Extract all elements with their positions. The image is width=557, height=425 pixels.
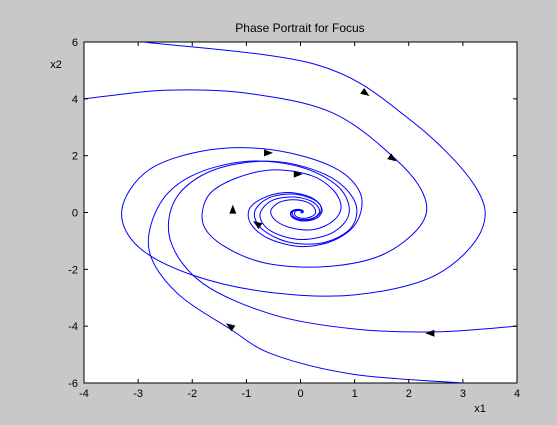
y-tick-label: 6 bbox=[72, 37, 78, 49]
trajectory-line-4 bbox=[167, 160, 517, 333]
y-tick-label: 4 bbox=[72, 94, 78, 106]
direction-arrow-3 bbox=[264, 149, 274, 157]
trajectory-line-1 bbox=[121, 42, 486, 297]
series-group bbox=[84, 42, 517, 383]
x-axis-label: x1 bbox=[474, 403, 486, 415]
direction-arrow-2 bbox=[387, 153, 397, 162]
trajectory-line-2 bbox=[84, 89, 428, 268]
x-tick-label: 4 bbox=[514, 388, 520, 400]
trajectory-line-3 bbox=[147, 160, 463, 383]
direction-arrow-8 bbox=[425, 329, 435, 337]
x-tick-label: 0 bbox=[297, 388, 303, 400]
x-tick-label: -1 bbox=[241, 388, 251, 400]
direction-arrow-5 bbox=[229, 204, 237, 214]
x-tick-label: -4 bbox=[79, 388, 89, 400]
y-tick-label: -2 bbox=[68, 264, 78, 276]
y-tick-label: -6 bbox=[68, 378, 78, 390]
x-tick-label: -3 bbox=[133, 388, 143, 400]
direction-arrow-7 bbox=[226, 323, 236, 332]
x-axis-ticks: -4 -3 -2 -1 0 1 2 3 4 bbox=[79, 42, 520, 400]
direction-arrow-4 bbox=[293, 170, 303, 178]
direction-arrow-1 bbox=[360, 87, 370, 97]
y-tick-label: 0 bbox=[72, 208, 78, 220]
y-axis-label: x2 bbox=[50, 59, 62, 71]
chart-title: Phase Portrait for Focus bbox=[235, 21, 364, 35]
y-axis-ticks: -6 -4 -2 0 2 4 6 bbox=[68, 37, 517, 390]
direction-arrow-6 bbox=[253, 221, 263, 230]
y-tick-label: 2 bbox=[72, 151, 78, 163]
x-tick-label: 2 bbox=[406, 388, 412, 400]
x-tick-label: -2 bbox=[187, 388, 197, 400]
x-tick-label: 3 bbox=[460, 388, 466, 400]
x-tick-label: 1 bbox=[352, 388, 358, 400]
y-tick-label: -4 bbox=[68, 321, 78, 333]
arrow-group bbox=[226, 87, 435, 337]
